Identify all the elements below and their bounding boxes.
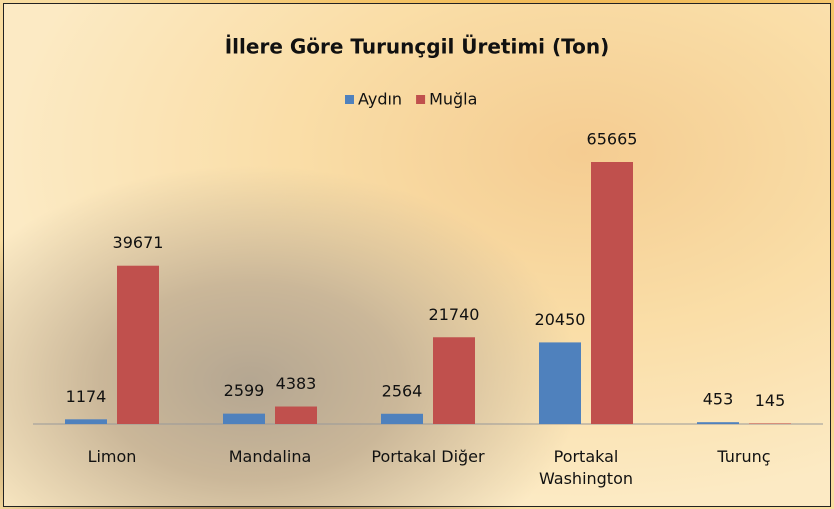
x-tick-label: Mandalina [200,446,340,468]
bar [65,419,107,424]
data-label: 1174 [66,387,107,406]
bar [381,414,423,424]
bar [223,414,265,424]
data-label: 4383 [276,374,317,393]
legend-label: Aydın [358,90,402,109]
bar [433,337,475,424]
legend-swatch [345,95,354,104]
x-tick-label: Portakal Diğer [358,446,498,468]
data-label: 39671 [113,233,164,252]
chart: İllere Göre Turunçgil Üretimi (Ton) Aydı… [0,0,834,509]
bar [697,422,739,424]
x-tick-label: Portakal Washington [516,446,656,490]
bar [591,162,633,424]
chart-page: İllere Göre Turunçgil Üretimi (Ton) Aydı… [0,0,834,509]
data-label: 2564 [382,381,423,400]
data-label: 21740 [429,305,480,324]
data-label: 453 [703,390,734,409]
data-label: 65665 [587,130,638,149]
data-label: 2599 [224,381,265,400]
bar [117,266,159,424]
data-label: 20450 [535,310,586,329]
bar [539,342,581,424]
legend-label: Muğla [429,90,477,109]
bar [275,407,317,424]
x-tick-label: Limon [42,446,182,468]
chart-title: İllere Göre Turunçgil Üretimi (Ton) [225,35,610,59]
legend-swatch [416,95,425,104]
bar [749,423,791,424]
data-label: 145 [755,391,786,410]
x-tick-label: Turunç [674,446,814,468]
